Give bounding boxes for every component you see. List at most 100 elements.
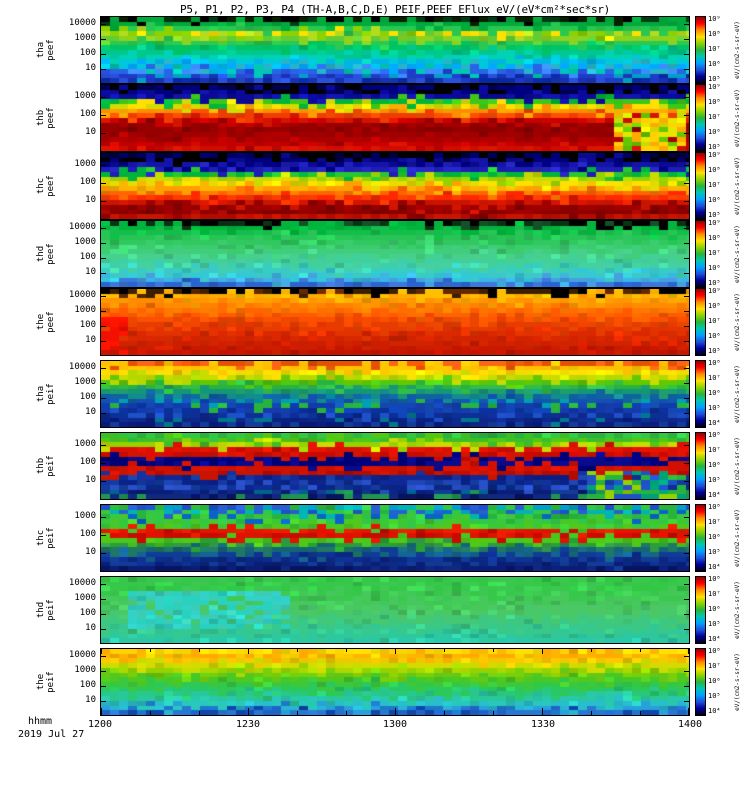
y-tick-mark <box>101 701 106 702</box>
y-tick-label: 100 <box>79 392 96 402</box>
spectrogram-canvas-tha-peef <box>101 17 689 83</box>
y-tick-mark <box>101 368 106 369</box>
colorbar-tick-label: 10⁷ <box>708 518 721 526</box>
y-tick-mark <box>101 273 106 274</box>
colorbar-tick-label: 10⁸ <box>708 359 721 367</box>
x-major-tick-top <box>101 649 102 654</box>
colorbar-tick-label: 10⁴ <box>708 491 721 499</box>
y-tick-mark <box>101 183 106 184</box>
y-tick-mark <box>101 383 106 384</box>
panel-ylabel: tha peif <box>36 383 56 405</box>
y-tick-mark <box>101 445 106 446</box>
y-tick-mark <box>101 599 106 600</box>
colorbar-tick-label: 10⁸ <box>708 302 721 310</box>
y-tick-mark <box>684 326 689 327</box>
colorbar-tick-label: 10⁴ <box>708 707 721 715</box>
colorbar-tick-label: 10⁸ <box>708 647 721 655</box>
y-tick-mark <box>101 311 106 312</box>
colorbar-tick-label: 10⁶ <box>708 389 721 397</box>
colorbar-unit-label: eV/(cm2-s-sr-eV) <box>734 365 741 423</box>
x-axis-label: hhmm <box>28 716 53 727</box>
y-tick-label: 100 <box>79 529 96 539</box>
colorbar-tick-label: 10⁸ <box>708 234 721 242</box>
y-tick-label: 1000 <box>74 511 96 521</box>
colorbar-tick-label: 10⁷ <box>708 181 721 189</box>
spectrogram-canvas-thc-peef <box>101 153 689 219</box>
y-tick-label: 1000 <box>74 665 96 675</box>
y-tick-mark <box>684 243 689 244</box>
spectrogram-canvas-thb-peef <box>101 85 689 151</box>
colorbar-tick-label: 10⁵ <box>708 143 721 151</box>
x-major-tick <box>542 708 543 715</box>
colorbar-tick-label: 10⁸ <box>708 431 721 439</box>
panel-ylabel: thc peef <box>36 175 56 197</box>
y-tick-mark <box>101 165 106 166</box>
colorbar-tick-label: 10⁶ <box>708 60 721 68</box>
panel-thc-peef <box>100 152 690 220</box>
x-major-tick-top <box>248 649 249 654</box>
colorbar-tick-label: 10⁶ <box>708 332 721 340</box>
colorbar-tick-label: 10⁶ <box>708 533 721 541</box>
y-tick-mark <box>684 671 689 672</box>
y-tick-label: 10 <box>85 695 96 705</box>
colorbar-thd-peif <box>695 576 706 644</box>
panel-ylabel: thc peif <box>36 527 56 549</box>
x-minor-tick <box>640 711 641 715</box>
y-tick-mark <box>101 228 106 229</box>
y-tick-mark <box>101 54 106 55</box>
panel-ylabel: thd peef <box>36 243 56 265</box>
colorbar-tick-label: 10⁶ <box>708 196 721 204</box>
x-minor-tick-top <box>199 649 200 652</box>
y-tick-label: 10 <box>85 475 96 485</box>
colorbar-tick-label: 10⁸ <box>708 30 721 38</box>
y-tick-label: 10 <box>85 267 96 277</box>
y-tick-label: 10000 <box>68 650 96 660</box>
y-tick-mark <box>101 133 106 134</box>
x-minor-tick-top <box>346 649 347 652</box>
x-major-tick-top <box>688 649 689 654</box>
colorbar-tick-label: 10⁹ <box>708 287 721 295</box>
panel-thd-peef <box>100 220 690 288</box>
y-tick-label: 10000 <box>68 362 96 372</box>
x-major-tick-top <box>542 649 543 654</box>
panel-thb-peif <box>100 432 690 500</box>
panel-ylabel: thd peif <box>36 599 56 621</box>
colorbar-tick-label: 10⁴ <box>708 419 721 427</box>
y-tick-mark <box>684 69 689 70</box>
x-tick-label: 1230 <box>235 719 261 730</box>
y-tick-mark <box>684 383 689 384</box>
colorbar-unit-label: eV/(cm2-s-sr-eV) <box>734 157 741 215</box>
panel-ylabel: tha peef <box>36 39 56 61</box>
colorbar-tick-label: 10⁹ <box>708 151 721 159</box>
colorbar-thb-peif <box>695 432 706 500</box>
colorbar-tick-label: 10⁴ <box>708 635 721 643</box>
y-tick-mark <box>101 553 106 554</box>
y-tick-mark <box>684 445 689 446</box>
y-tick-label: 1000 <box>74 91 96 101</box>
spectrogram-canvas-the-peef <box>101 289 689 355</box>
y-tick-mark <box>684 701 689 702</box>
y-tick-mark <box>101 686 106 687</box>
y-tick-mark <box>684 517 689 518</box>
colorbar-tick-label: 10⁵ <box>708 548 721 556</box>
panel-tha-peef <box>100 16 690 84</box>
y-tick-label: 100 <box>79 680 96 690</box>
colorbar-tick-label: 10⁷ <box>708 662 721 670</box>
colorbar-unit-label: eV/(cm2-s-sr-eV) <box>734 581 741 639</box>
colorbar-unit-label: eV/(cm2-s-sr-eV) <box>734 293 741 351</box>
panel-thb-peef <box>100 84 690 152</box>
spectrogram-canvas-the-peif <box>101 649 689 715</box>
colorbar-unit-label: eV/(cm2-s-sr-eV) <box>734 21 741 79</box>
colorbar-unit-label: eV/(cm2-s-sr-eV) <box>734 437 741 495</box>
panel-thd-peif <box>100 576 690 644</box>
y-tick-mark <box>684 97 689 98</box>
y-tick-mark <box>101 39 106 40</box>
colorbar-thb-peef <box>695 84 706 152</box>
colorbar-the-peif <box>695 648 706 716</box>
y-tick-mark <box>684 656 689 657</box>
y-tick-label: 10 <box>85 127 96 137</box>
panel-the-peif <box>100 648 690 716</box>
y-tick-label: 10000 <box>68 222 96 232</box>
x-minor-tick <box>297 711 298 715</box>
